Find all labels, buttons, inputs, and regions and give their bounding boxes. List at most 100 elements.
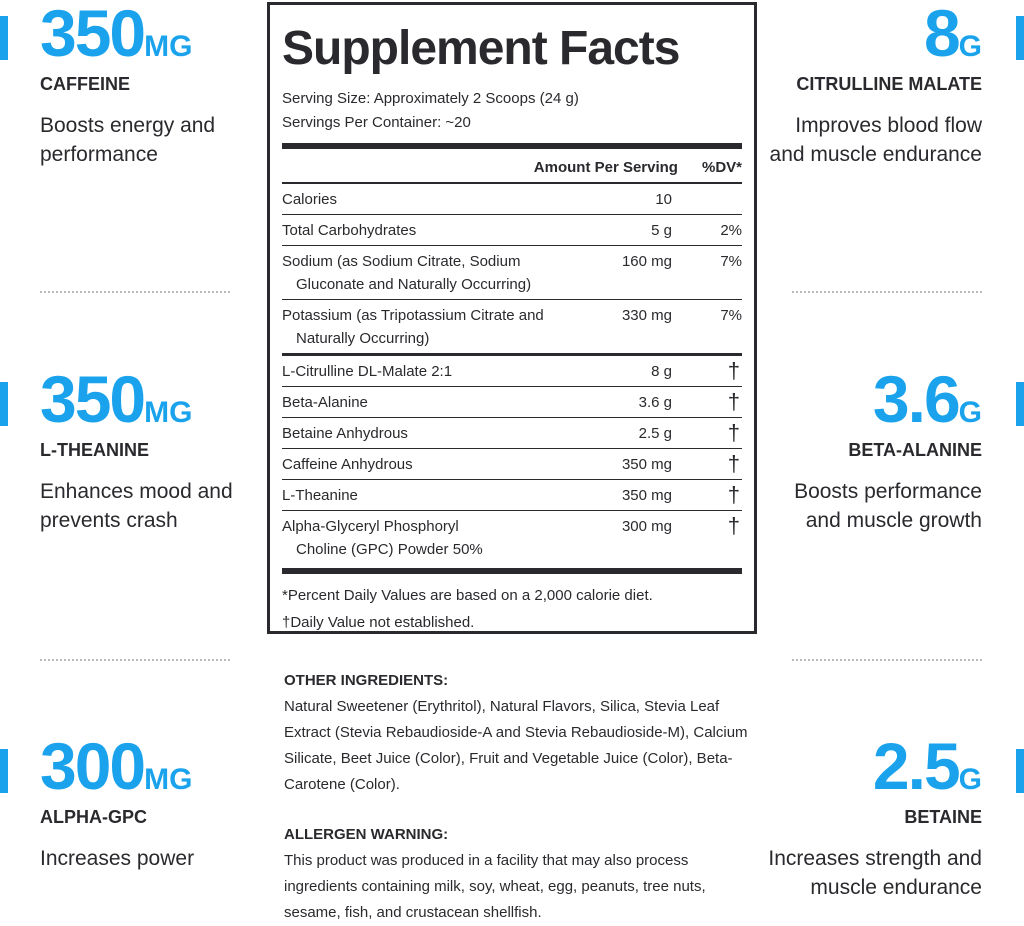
stat-description: Boosts energy and performance bbox=[40, 114, 216, 166]
stat-number: 3.6 bbox=[872, 362, 961, 436]
other-ingredients-text: Natural Sweetener (Erythritol), Natural … bbox=[284, 698, 748, 793]
amount: 3.6 g bbox=[638, 394, 672, 411]
amount: 160 mg bbox=[621, 253, 672, 270]
ingredient-name-cont: Choline (GPC) Powder 50% bbox=[296, 541, 483, 558]
stat-description: Improves blood flow and muscle endurance bbox=[769, 114, 982, 166]
ingredient-name-cont: Naturally Occurring) bbox=[296, 330, 430, 347]
divider bbox=[40, 659, 230, 661]
facts-row: Alpha-Glyceryl Phosphoryl Choline (GPC) P… bbox=[282, 510, 742, 564]
ingredient-name: Beta-Alanine bbox=[282, 394, 368, 411]
stat-left-2: 300MG ALPHA-GPC Increases power bbox=[0, 731, 250, 913]
ingredient-name-cont: Gluconate and Naturally Occurring) bbox=[296, 276, 532, 293]
facts-row: L-Citrulline DL-Malate 2:1 8 g † bbox=[282, 353, 742, 386]
stat-left-1: 350MG L-THEANINE Enhances mood and preve… bbox=[0, 364, 250, 546]
ingredient-name: Alpha-Glyceryl Phosphoryl bbox=[282, 518, 459, 535]
allergen-text: This product was produced in a facility … bbox=[284, 852, 706, 921]
facts-row: Caffeine Anhydrous 350 mg † bbox=[282, 448, 742, 479]
stat-label: ALPHA-GPC bbox=[40, 807, 147, 827]
stat-unit: MG bbox=[144, 30, 193, 63]
accent-bar bbox=[1016, 749, 1024, 793]
amount: 350 mg bbox=[621, 456, 672, 473]
daily-value: † bbox=[727, 482, 740, 507]
amount: 10 bbox=[655, 191, 672, 208]
other-ingredients-section: OTHER INGREDIENTS: Natural Sweetener (Er… bbox=[284, 668, 754, 926]
daily-value: 7% bbox=[720, 253, 742, 270]
dv-header: %DV* bbox=[701, 159, 742, 176]
divider bbox=[792, 291, 982, 293]
facts-title: Supplement Facts bbox=[282, 22, 680, 75]
accent-bar bbox=[1016, 382, 1024, 426]
stat-unit: MG bbox=[144, 396, 193, 429]
accent-bar bbox=[1016, 16, 1024, 60]
amount: 8 g bbox=[651, 363, 672, 380]
amount: 350 mg bbox=[621, 487, 672, 504]
stat-number: 300 bbox=[40, 729, 146, 803]
stat-label: CAFFEINE bbox=[40, 74, 130, 94]
daily-value bbox=[672, 188, 742, 211]
amount: 330 mg bbox=[621, 307, 672, 324]
accent-bar bbox=[0, 16, 8, 60]
facts-row: Total Carbohydrates 5 g 2% bbox=[282, 214, 742, 245]
stat-number: 350 bbox=[40, 362, 146, 436]
facts-row: Betaine Anhydrous 2.5 g † bbox=[282, 417, 742, 448]
stat-label: BETAINE bbox=[904, 807, 982, 827]
ingredient-name: L-Citrulline DL-Malate 2:1 bbox=[282, 363, 453, 380]
stat-value: 350MG bbox=[40, 364, 192, 448]
stat-right-2: 2.5G BETAINE Increases strength and musc… bbox=[732, 731, 1024, 913]
ingredient-name: Betaine Anhydrous bbox=[282, 425, 408, 442]
footnote-dagger: †Daily Value not established. bbox=[282, 614, 475, 631]
divider bbox=[40, 291, 230, 293]
daily-value: † bbox=[727, 451, 740, 476]
ingredient-name: Sodium (as Sodium Citrate, Sodium bbox=[282, 253, 521, 270]
daily-value: † bbox=[727, 513, 740, 538]
ingredient-name: Calories bbox=[282, 191, 338, 208]
facts-row: Sodium (as Sodium Citrate, Sodium Glucona… bbox=[282, 245, 742, 299]
serving-size: Serving Size: Approximately 2 Scoops (24… bbox=[282, 90, 579, 107]
facts-row: Beta-Alanine 3.6 g † bbox=[282, 386, 742, 417]
facts-row: Calories 10 bbox=[282, 182, 742, 214]
accent-bar bbox=[0, 382, 8, 426]
allergen-heading: ALLERGEN WARNING: bbox=[284, 826, 449, 843]
supplement-facts-panel: Supplement Facts Serving Size: Approxima… bbox=[267, 2, 757, 634]
stat-label: CITRULLINE MALATE bbox=[796, 74, 982, 94]
stat-label: BETA-ALANINE bbox=[848, 440, 982, 460]
facts-row: L-Theanine 350 mg † bbox=[282, 479, 742, 510]
amount: 300 mg bbox=[621, 518, 672, 535]
divider bbox=[792, 659, 982, 661]
stat-value: 300MG bbox=[40, 731, 192, 815]
stat-value: 8G bbox=[924, 0, 982, 82]
stat-number: 350 bbox=[40, 0, 146, 70]
other-ingredients-heading: OTHER INGREDIENTS: bbox=[284, 672, 449, 689]
stat-description: Increases power bbox=[40, 847, 195, 870]
stat-description: Enhances mood and prevents crash bbox=[40, 480, 233, 532]
daily-value: † bbox=[727, 358, 740, 383]
stat-description: Boosts performance and muscle growth bbox=[794, 480, 982, 532]
stat-value: 2.5G bbox=[873, 731, 982, 815]
stat-unit: G bbox=[958, 30, 982, 63]
stat-unit: G bbox=[958, 763, 982, 796]
ingredient-name: L-Theanine bbox=[282, 487, 358, 504]
ingredient-name: Total Carbohydrates bbox=[282, 222, 417, 239]
stat-number: 2.5 bbox=[872, 729, 961, 803]
stat-unit: G bbox=[958, 396, 982, 429]
servings-per-container: Servings Per Container: ~20 bbox=[282, 114, 471, 131]
ingredient-name: Caffeine Anhydrous bbox=[282, 456, 413, 473]
stat-description: Increases strength and muscle endurance bbox=[768, 847, 982, 899]
stat-unit: MG bbox=[144, 763, 193, 796]
facts-header: Amount Per Serving %DV* bbox=[282, 149, 742, 182]
stat-right-0: 8G CITRULLINE MALATE Improves blood flow… bbox=[732, 0, 1024, 180]
ingredient-name: Potassium (as Tripotassium Citrate and bbox=[282, 307, 544, 324]
footnote-dv: *Percent Daily Values are based on a 2,0… bbox=[282, 587, 653, 604]
facts-row: Potassium (as Tripotassium Citrate and Na… bbox=[282, 299, 742, 353]
daily-value: 7% bbox=[720, 307, 742, 324]
daily-value: † bbox=[727, 389, 740, 414]
stat-label: L-THEANINE bbox=[40, 440, 149, 460]
amount-header: Amount Per Serving bbox=[533, 159, 678, 176]
stat-value: 3.6G bbox=[873, 364, 982, 448]
stat-value: 350MG bbox=[40, 0, 192, 82]
amount: 5 g bbox=[651, 222, 672, 239]
stat-left-0: 350MG CAFFEINE Boosts energy and perform… bbox=[0, 0, 250, 180]
stat-number: 8 bbox=[923, 0, 961, 70]
daily-value: † bbox=[727, 420, 740, 445]
accent-bar bbox=[0, 749, 8, 793]
